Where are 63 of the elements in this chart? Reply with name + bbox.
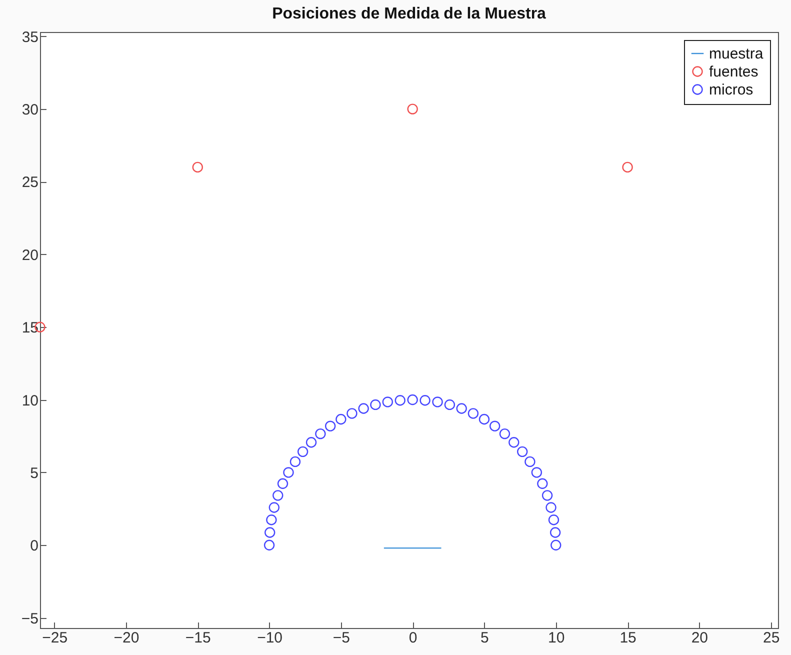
- point: [306, 437, 317, 448]
- point: [283, 467, 294, 478]
- x-tick-label: 20: [691, 630, 708, 646]
- point: [336, 414, 346, 425]
- point: [407, 104, 418, 114]
- point: [531, 467, 542, 478]
- point: [268, 502, 280, 513]
- x-tick-label: −25: [42, 630, 68, 646]
- point: [290, 456, 301, 468]
- y-tick-label: 5: [30, 464, 38, 482]
- legend-label: muestra: [709, 46, 764, 62]
- point: [264, 527, 276, 538]
- y-tick-label: −5: [21, 610, 38, 628]
- point: [456, 403, 467, 414]
- point: [478, 414, 490, 425]
- point: [468, 408, 479, 419]
- x-tick-label: 15: [620, 630, 636, 646]
- x-tick-label: −5: [332, 630, 350, 646]
- point: [358, 403, 369, 414]
- point: [444, 399, 456, 410]
- x-tick-label: −20: [114, 630, 140, 646]
- point: [548, 514, 560, 526]
- point: [432, 396, 443, 408]
- y-tick-label: 25: [22, 174, 38, 192]
- x-tick-label: 5: [480, 630, 489, 646]
- point: [537, 478, 548, 489]
- point: [550, 527, 561, 538]
- chart-title: Posiciones de Medida de la Muestra: [272, 5, 546, 22]
- point: [192, 162, 203, 173]
- x-tick-label: 25: [762, 630, 780, 646]
- point: [324, 420, 336, 432]
- point: [420, 395, 430, 406]
- point: [542, 490, 553, 501]
- y-tick-label: 30: [22, 102, 38, 119]
- point: [550, 540, 562, 550]
- x-tick-label: 10: [548, 630, 565, 646]
- x-tick-label: −15: [185, 630, 211, 646]
- point: [394, 395, 406, 406]
- point: [382, 396, 393, 408]
- point: [517, 446, 528, 458]
- x-tick-label: −10: [257, 630, 283, 646]
- point: [297, 446, 308, 458]
- point: [370, 399, 381, 410]
- point: [489, 420, 500, 432]
- y-tick-label: 20: [22, 246, 38, 264]
- point: [622, 162, 633, 173]
- point: [346, 408, 358, 419]
- point: [315, 428, 326, 440]
- point: [546, 502, 556, 513]
- x-tick-label: 0: [408, 630, 418, 646]
- y-tick-label: 35: [22, 28, 38, 46]
- y-tick-label: 10: [22, 392, 38, 410]
- point: [266, 514, 277, 526]
- point: [272, 490, 284, 501]
- point: [407, 394, 418, 406]
- point: [499, 428, 510, 440]
- point: [508, 437, 520, 448]
- legend-label: fuentes: [709, 64, 758, 80]
- point: [277, 478, 288, 489]
- y-tick-label: 0: [30, 538, 38, 555]
- legend-label: micros: [709, 82, 754, 98]
- point: [524, 456, 536, 468]
- point: [264, 540, 275, 550]
